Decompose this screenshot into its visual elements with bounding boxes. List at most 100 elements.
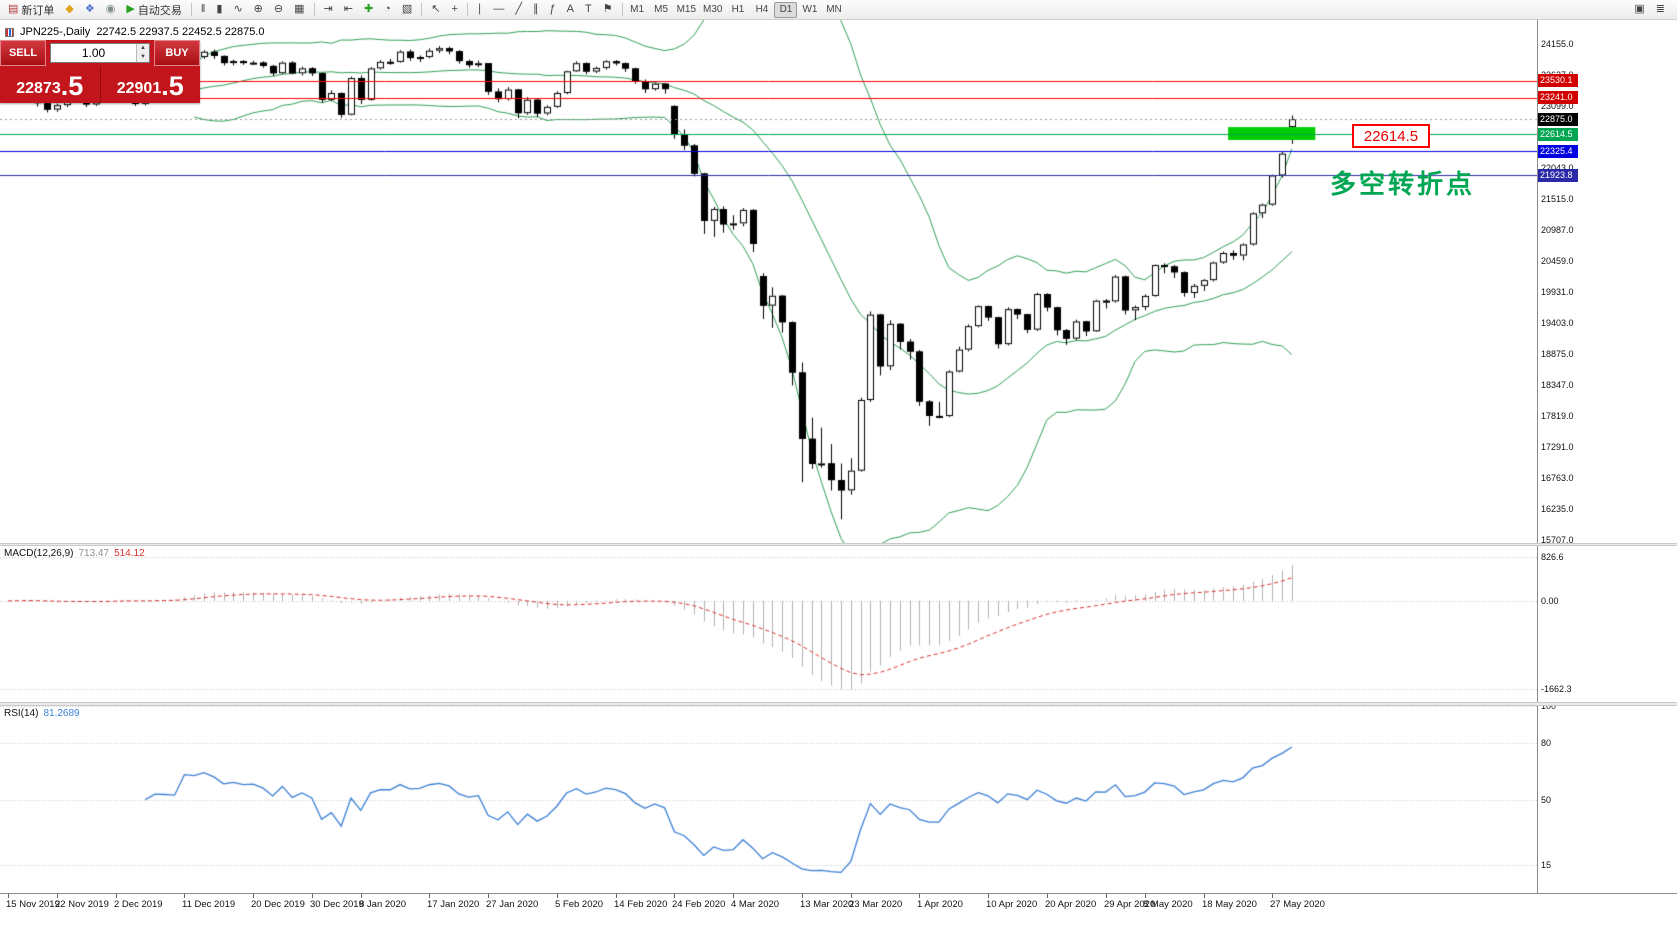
bid-int: 22873 (16, 80, 61, 97)
autotrading-button[interactable]: ▶ 自动交易 (121, 1, 186, 19)
trendline-button[interactable]: ╱ (510, 1, 527, 19)
candlestick-button[interactable]: ▮ (211, 1, 227, 19)
toolbar-separator (466, 3, 468, 16)
chart-symbol-icon (5, 27, 14, 37)
timeframe-m15-button[interactable]: M15 (674, 2, 699, 18)
auto-scroll-button[interactable]: ⇥ (319, 1, 338, 19)
zoom-in-button[interactable]: ⊕ (249, 1, 268, 19)
date-label: 15 Nov 2019 (6, 899, 60, 910)
panel-splitter[interactable] (0, 702, 1677, 706)
crosshair-button[interactable]: + (446, 1, 462, 19)
tile-windows-button[interactable]: ▦ (289, 1, 309, 19)
date-label: 27 May 2020 (1270, 899, 1325, 910)
date-label: 30 Dec 2019 (310, 899, 364, 910)
macd-axis[interactable]: 826.6 0.00 -1662.3 (1537, 546, 1577, 702)
timeframe-mn-button[interactable]: MN (822, 2, 845, 18)
new-order-button[interactable]: ▤ 新订单 (3, 1, 59, 19)
chart-shift-button[interactable]: ⇤ (339, 1, 358, 19)
rsi-axis-label: 50 (1541, 794, 1552, 805)
date-label: 5 Feb 2020 (555, 899, 604, 910)
templates-button[interactable]: ▧ (397, 1, 417, 19)
date-tick (1106, 894, 1107, 898)
horizontal-line-button[interactable]: ― (488, 1, 509, 19)
rsi-canvas[interactable] (0, 706, 1537, 893)
arrows-button[interactable]: ⚑ (598, 1, 618, 19)
profiles-icon[interactable]: ❖ (80, 1, 100, 19)
macd-canvas[interactable] (0, 546, 1537, 702)
price-axis-label: 21515.0 (1541, 194, 1574, 204)
toolbar-separator (421, 3, 423, 16)
date-label: 20 Dec 2019 (251, 899, 305, 910)
date-label: 22 Nov 2019 (55, 899, 109, 910)
ask-price[interactable]: 22901 .5 (101, 66, 201, 103)
volume-stepper[interactable]: 1.00 ▲ ▼ (50, 43, 150, 63)
new-chart-button[interactable]: ▣ (1629, 1, 1649, 19)
vertical-line-icon: ∣ (476, 3, 483, 15)
price-axis-label: 20987.0 (1541, 225, 1574, 235)
window-menu-button[interactable]: ≣ (1651, 1, 1670, 19)
current-price-tag: 22875.0 (1538, 113, 1578, 126)
chart-title: JPN225-,Daily 22742.5 22937.5 22452.5 22… (5, 26, 265, 38)
macd-signal-value: 514.12 (114, 548, 145, 559)
sell-button[interactable]: SELL (0, 40, 46, 66)
fibonacci-button[interactable]: ƒ (545, 1, 561, 19)
date-tick (1204, 894, 1205, 898)
date-tick (733, 894, 734, 898)
price-axis[interactable]: 24155.023627.023099.022571.022043.021515… (1537, 20, 1578, 543)
timeframe-m5-button[interactable]: M5 (650, 2, 673, 18)
periods-button[interactable]: ◔ (379, 1, 396, 19)
price-axis-label: 22043.0 (1541, 163, 1574, 173)
bar-chart-button[interactable]: ‖ (196, 1, 211, 19)
volume-up-button[interactable]: ▲ (137, 44, 149, 53)
date-tick (8, 894, 9, 898)
date-label: 29 Apr 2020 (1104, 899, 1156, 910)
line-chart-button[interactable]: ∿ (228, 1, 247, 19)
metaeditor-icon[interactable]: ◆ (60, 1, 78, 19)
date-axis[interactable]: 15 Nov 2019 22 Nov 2019 2 Dec 2019 11 Dec 2… (0, 893, 1677, 915)
trendline-icon: ╱ (515, 3, 522, 15)
timeframe-h4-button[interactable]: H4 (750, 2, 773, 18)
buy-button[interactable]: BUY (154, 40, 200, 66)
price-axis-label: 17291.0 (1541, 442, 1574, 452)
vertical-line-button[interactable]: ∣ (472, 1, 488, 19)
date-tick (57, 894, 58, 898)
toolbar-button-label: 自动交易 (137, 4, 182, 17)
price-axis-label: 16763.0 (1541, 473, 1574, 483)
date-label: 13 Mar 2020 (800, 899, 854, 910)
bid-price[interactable]: 22873 .5 (0, 66, 100, 103)
date-tick (802, 894, 803, 898)
price-callout-label[interactable]: 22614.5 (1352, 124, 1430, 148)
timeframe-m1-button[interactable]: M1 (626, 2, 649, 18)
date-label: 17 Jan 2020 (427, 899, 480, 910)
price-line-tag: 22325.4 (1538, 145, 1578, 158)
date-label: 27 Jan 2020 (486, 899, 539, 910)
timeframe-w1-button[interactable]: W1 (798, 2, 821, 18)
date-tick (851, 894, 852, 898)
volume-value[interactable]: 1.00 (81, 46, 106, 60)
date-label: 8 Jan 2020 (359, 899, 407, 910)
price-axis-label: 23099.0 (1541, 101, 1574, 111)
chart-shift-icon: ⇤ (343, 3, 353, 15)
date-label: 24 Feb 2020 (672, 899, 726, 910)
date-tick (1272, 894, 1273, 898)
info-icon[interactable]: ◉ (101, 1, 121, 19)
indicators-button[interactable]: ✚ (359, 1, 378, 19)
date-label: 8 May 2020 (1143, 899, 1193, 910)
date-label: 1 Apr 2020 (917, 899, 963, 910)
label-button[interactable]: T (580, 1, 597, 19)
timeframe-d1-button[interactable]: D1 (774, 1, 798, 18)
cursor-button[interactable]: ↖ (426, 1, 445, 19)
price-axis-label: 15707.0 (1541, 535, 1574, 543)
price-chart-canvas[interactable] (0, 20, 1537, 543)
auto-scroll-icon: ⇥ (323, 3, 333, 15)
volume-down-button[interactable]: ▼ (137, 53, 149, 62)
zoom-out-button[interactable]: ⊖ (269, 1, 288, 19)
panel-splitter[interactable] (0, 543, 1677, 546)
channel-button[interactable]: ∥ (528, 1, 544, 19)
timeframe-m30-button[interactable]: M30 (700, 2, 725, 18)
rsi-panel: RSI(14) 81.2689 100 80 50 15 (0, 706, 1677, 893)
timeframe-h1-button[interactable]: H1 (726, 2, 749, 18)
text-button[interactable]: A (562, 1, 579, 19)
turning-point-note[interactable]: 多空转折点 (1330, 169, 1476, 199)
rsi-axis[interactable]: 100 80 50 15 (1537, 706, 1577, 893)
